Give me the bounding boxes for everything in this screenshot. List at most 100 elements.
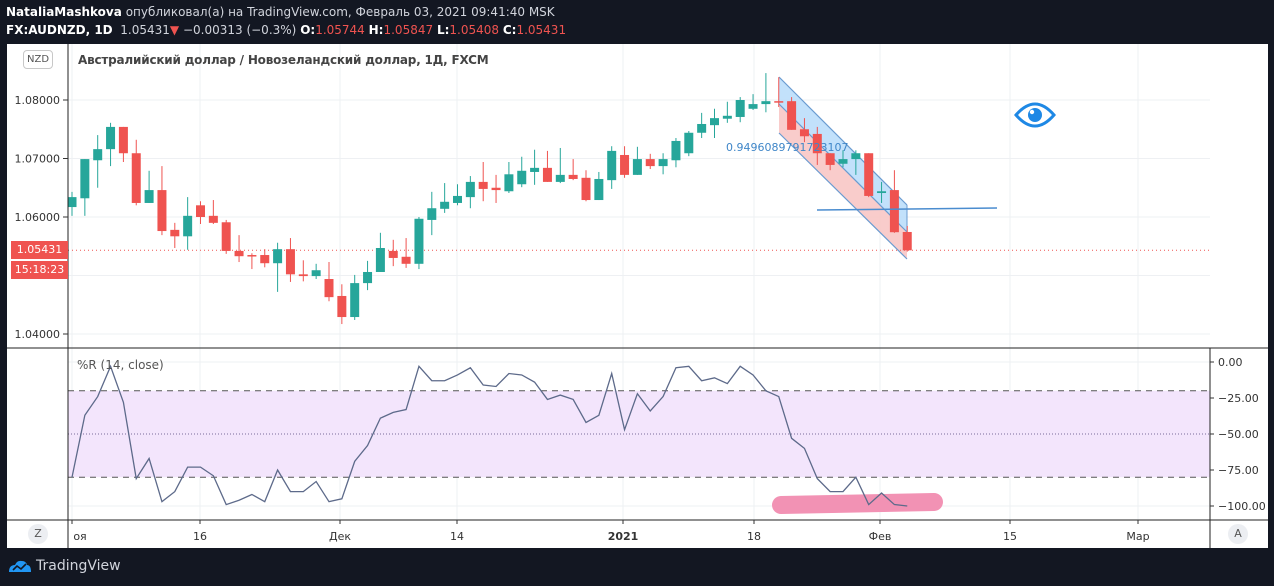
candle-body [530,167,540,172]
candle-body [388,250,398,258]
candle-body [401,256,411,264]
candle-body [337,295,347,318]
candle-body [504,174,514,192]
candle-body [825,153,835,165]
time-label: Фев [869,530,892,543]
candle-body [658,159,668,167]
candle-body [568,174,578,179]
symbol-info: FX:AUDNZD, 1D 1.05431▼ −0.00313 (−0.3%) … [6,23,566,37]
channel-line [778,103,908,233]
highlight-brush-stroke [772,493,943,514]
close-value: 1.05431 [516,23,567,37]
candle-body [491,187,501,191]
candle-body [722,115,732,119]
open-value: 1.05744 [315,23,365,37]
price-tick-label: 1.07000 [15,153,61,166]
time-label: оя [73,530,86,543]
chart-area[interactable]: 0.9496089791723107 1.08000 1.07000 1.06000 1… [7,44,1268,548]
candle-body [170,229,180,237]
candle-body [889,190,899,233]
candle-body [208,215,218,223]
price-change: −0.00313 (−0.3%) [182,23,297,37]
candle-body [298,274,308,277]
countdown-badge: 15:18:23 [11,261,68,279]
price-tick-label: 1.06000 [15,211,61,224]
current-price-badge: 1.05431 [11,241,68,259]
candle-body [260,255,270,264]
candle-body [838,159,848,164]
high-label: H: [368,23,384,37]
candle-body [414,218,424,264]
indicator-label[interactable]: %R (14, close) [77,358,164,372]
williams-r-line [71,364,908,507]
candle-body [273,249,283,264]
time-label: Мар [1126,530,1149,543]
publish-text: опубликовал(а) на TradingView.com, Февра… [125,5,555,19]
candle-body [787,101,797,130]
time-label: 14 [450,530,464,543]
candle-body [131,153,141,203]
down-arrow-icon: ▼ [169,23,180,37]
candle-body [851,153,861,160]
footer-logo-text: TradingView [36,558,121,574]
eye-icon[interactable] [1014,102,1056,128]
auto-scale-button[interactable]: A [1228,524,1248,544]
candle-body [632,159,642,175]
indicator-tick-label: −100.00 [1218,500,1266,513]
candle-body [478,181,488,189]
channel-line [778,76,908,206]
candle-body [748,104,758,109]
candle-body [671,140,681,161]
candle-body [144,190,154,203]
candle-body [221,222,231,251]
indicator-tick-label: 0.00 [1218,356,1243,369]
chart-title: Австралийский доллар / Новозеландский до… [78,53,489,67]
footer-logo[interactable]: TradingView [8,558,121,574]
candle-body [196,205,205,217]
candle-body [812,133,822,154]
candle-body [697,123,707,133]
candle-body [106,126,116,150]
time-label: 16 [193,530,207,543]
candle-body [684,132,694,154]
currency-button[interactable]: NZD [23,50,53,69]
candle-body [799,129,809,137]
horizontal-ray [816,207,998,211]
candle-body [453,195,462,203]
low-value: 1.05408 [449,23,500,37]
high-value: 1.05847 [383,23,434,37]
time-label: 18 [747,530,761,543]
candle-body [311,270,321,277]
author-name[interactable]: NataliaMashkova [6,5,122,19]
candle-body [710,118,719,126]
candle-body [118,126,128,154]
open-label: O: [300,23,316,37]
indicator-tick-label: −75.00 [1218,464,1259,477]
candle-body [607,150,617,181]
channel-lower-fill [779,104,907,259]
candle-body [375,248,385,272]
candle-body [581,177,591,201]
channel-line [778,132,908,260]
candle-body [285,249,295,275]
candle-body [67,197,77,208]
zoom-button[interactable]: Z [28,524,48,544]
candle-body [542,167,552,182]
publish-info: NataliaMashkova опубликовал(а) на Tradin… [6,5,555,19]
candle-body [183,215,193,237]
indicator-tick-label: −25.00 [1218,392,1259,405]
low-label: L: [436,23,450,37]
candle-body [735,100,745,117]
candle-body [465,181,475,198]
time-label: Дек [329,530,351,543]
candle-body [80,159,90,199]
time-label: 2021 [608,530,639,543]
price-tick-label: 1.08000 [15,94,61,107]
candle-body [234,250,244,257]
chart-canvas[interactable]: 0.9496089791723107 1.08000 1.07000 1.06000 1… [7,44,1268,548]
candle-body [324,279,334,298]
candle-body [864,153,874,196]
candle-body [877,191,887,194]
indicator-tick-label: −50.00 [1218,428,1259,441]
candle-body [774,101,784,103]
